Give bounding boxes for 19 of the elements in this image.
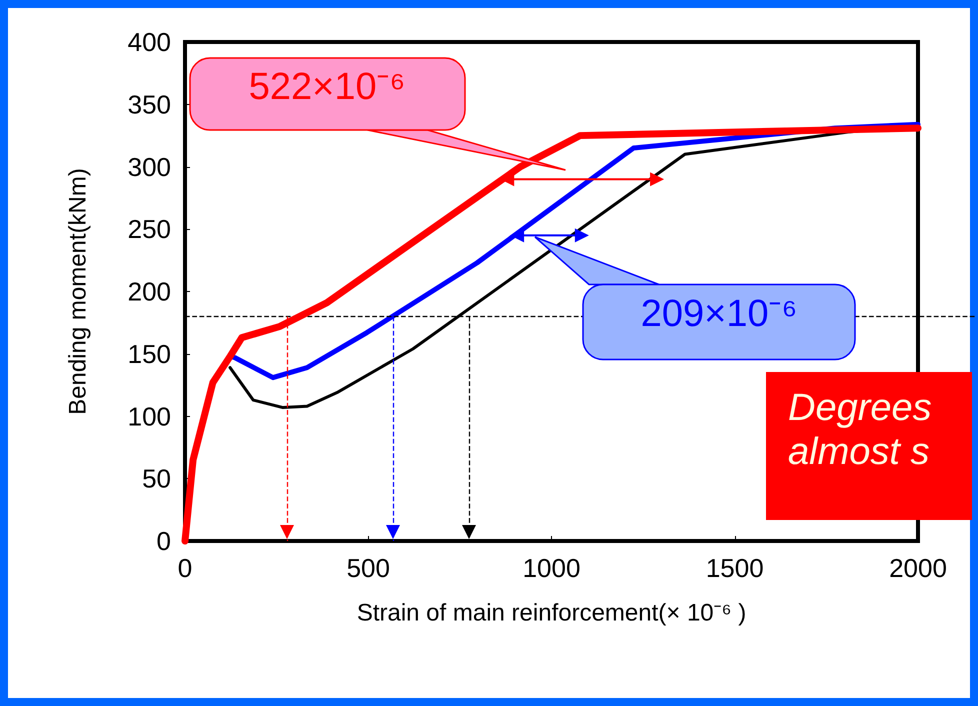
x-tick-label: 0 [178, 553, 192, 583]
y-tick-label: 300 [128, 152, 171, 182]
y-tick-label: 250 [128, 214, 171, 244]
annotation: 209×10⁻⁶ [583, 284, 855, 360]
x-tick-label: 1500 [706, 553, 764, 583]
annotation: 522×10⁻⁶ [190, 58, 464, 130]
y-tick-label: 50 [142, 464, 171, 494]
x-tick-label: 1000 [522, 553, 580, 583]
y-tick-label: 150 [128, 338, 171, 369]
y-tick-label: 200 [128, 276, 171, 306]
x-tick-label: 500 [346, 553, 390, 583]
y-tick-label: 100 [128, 401, 171, 432]
y-axis-title: Bending moment(kNm) [64, 168, 92, 415]
y-tick-label: 350 [128, 89, 171, 120]
y-tick-label: 400 [128, 27, 171, 57]
x-tick-label: 2000 [889, 553, 947, 583]
y-tick-label: 0 [156, 526, 171, 556]
annotation: Degrees almost s [766, 372, 972, 520]
x-axis-title: Strain of main reinforcement(× 10⁻⁶ ) [356, 600, 746, 626]
